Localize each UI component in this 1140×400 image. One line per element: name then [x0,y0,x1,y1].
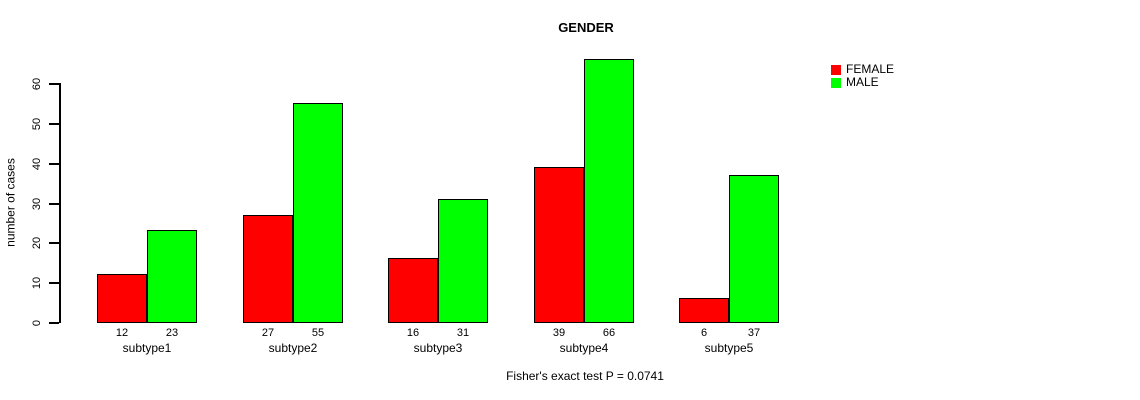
bar-value-label: 27 [261,327,275,339]
bar-value-label: 66 [602,327,616,339]
category-label-subtype2: subtype2 [268,341,318,355]
legend-item-male: MALE [831,76,894,89]
y-tick [49,203,59,205]
y-tick-label: 40 [31,157,43,171]
y-tick [49,123,59,125]
male-color-swatch [831,77,841,88]
bar-male-subtype4 [584,59,634,323]
y-axis-label: number of cases [3,158,18,247]
bar-value-label: 55 [311,327,325,339]
y-tick [49,242,59,244]
legend-item-female: FEMALE [831,63,894,76]
bar-value-label: 31 [456,327,470,339]
bar-male-subtype3 [438,199,488,323]
y-tick [49,163,59,165]
legend: FEMALE MALE [831,63,894,89]
y-tick-label: 60 [31,77,43,91]
bar-female-subtype2 [243,215,293,323]
category-label-subtype4: subtype4 [559,341,609,355]
bar-female-subtype5 [679,298,729,323]
y-tick-label: 0 [31,319,43,327]
chart-title: GENDER [558,20,614,35]
legend-label: MALE [846,75,879,89]
y-tick-label: 50 [31,117,43,131]
caption: Fisher's exact test P = 0.0741 [506,369,664,383]
bar-male-subtype2 [293,103,343,323]
y-tick [49,83,59,85]
category-label-subtype1: subtype1 [122,341,172,355]
y-tick-label: 20 [31,236,43,250]
female-color-swatch [831,64,841,75]
bar-value-label: 37 [747,327,761,339]
bar-value-label: 39 [552,327,566,339]
legend-label: FEMALE [846,62,895,76]
bar-value-label: 12 [115,327,129,339]
y-tick [49,322,59,324]
y-tick-label: 30 [31,197,43,211]
y-axis-line [59,83,61,323]
bar-value-label: 23 [165,327,179,339]
bar-value-label: 16 [406,327,420,339]
y-tick-label: 10 [31,276,43,290]
bar-male-subtype5 [729,175,779,323]
category-label-subtype5: subtype5 [704,341,754,355]
category-label-subtype3: subtype3 [413,341,463,355]
bar-female-subtype3 [388,258,438,323]
bar-female-subtype4 [534,167,584,323]
bar-female-subtype1 [97,274,147,323]
bar-value-label: 6 [700,327,708,339]
bar-male-subtype1 [147,230,197,323]
y-tick [49,282,59,284]
